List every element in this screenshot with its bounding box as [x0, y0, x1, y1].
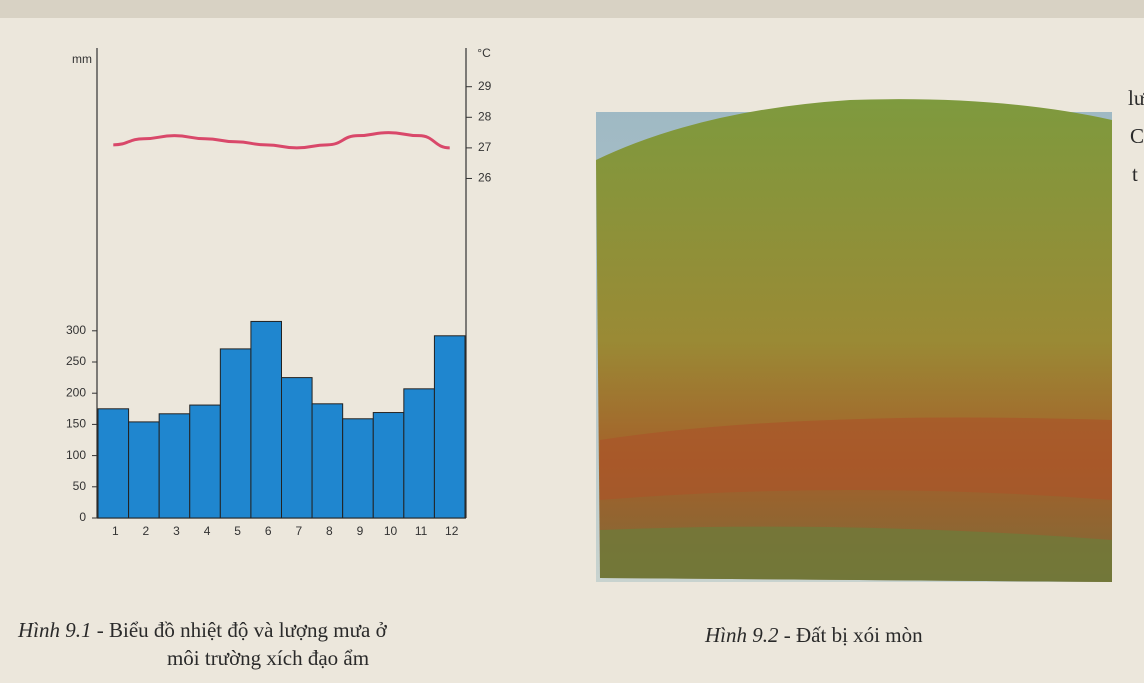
y-tick-label: 300	[66, 323, 86, 337]
caption-1-line-2: môi trường xích đạo ẩm	[167, 646, 369, 670]
bar	[189, 404, 221, 519]
bar	[97, 408, 130, 519]
y2-tick-label: 28	[478, 109, 492, 123]
bar	[372, 412, 405, 519]
x-tick-label: 10	[384, 524, 398, 538]
x-tick-label: 1	[112, 524, 119, 538]
x-tick-label: 7	[295, 524, 302, 538]
y-tick-label: 0	[79, 510, 86, 524]
caption-text: - Đất bị xói mòn	[779, 623, 924, 647]
y2-tick-label: 27	[478, 140, 492, 154]
margin-text: lư	[1128, 86, 1144, 110]
caption-label: Hình 9.1	[17, 618, 92, 642]
margin-text: t	[1132, 162, 1138, 186]
x-tick-label: 2	[143, 524, 150, 538]
x-tick-label: 9	[357, 524, 364, 538]
x-tick-label: 8	[326, 524, 333, 538]
bar	[250, 320, 283, 519]
x-tick-label: 3	[173, 524, 180, 538]
x-tick-label: 4	[204, 524, 211, 538]
bar	[219, 348, 252, 519]
caption-text: - Biểu đồ nhiệt độ và lượng mưa ở	[92, 618, 388, 642]
x-tick-label: 11	[415, 524, 428, 538]
bar	[403, 388, 435, 519]
y-unit: mm	[72, 52, 92, 66]
y2-tick-label: 29	[478, 79, 492, 93]
y2-tick-label: 26	[478, 171, 492, 185]
y-tick-label: 150	[66, 417, 86, 431]
caption-1: Hình 9.1 - Biểu đồ nhiệt độ và lượng mưa…	[17, 618, 388, 642]
y-tick-label: 50	[73, 479, 87, 493]
x-tick-label: 5	[234, 524, 241, 538]
caption-2: Hình 9.2 - Đất bị xói mòn	[704, 623, 923, 647]
y2-unit: °C	[477, 46, 491, 60]
bar	[281, 377, 313, 519]
paper-edge	[0, 0, 1144, 18]
bar	[433, 335, 466, 519]
margin-text: C	[1130, 124, 1144, 148]
caption-label: Hình 9.2	[704, 623, 779, 647]
y-tick-label: 250	[66, 354, 86, 368]
bar	[311, 403, 344, 519]
x-tick-label: 6	[265, 524, 272, 538]
bar	[342, 418, 374, 519]
x-tick-label: 12	[445, 524, 459, 538]
y-tick-label: 100	[66, 448, 86, 462]
bar	[158, 413, 191, 519]
bar	[128, 421, 160, 519]
y-tick-label: 200	[66, 385, 86, 399]
photo	[596, 99, 1112, 583]
temperature-line	[113, 131, 450, 150]
